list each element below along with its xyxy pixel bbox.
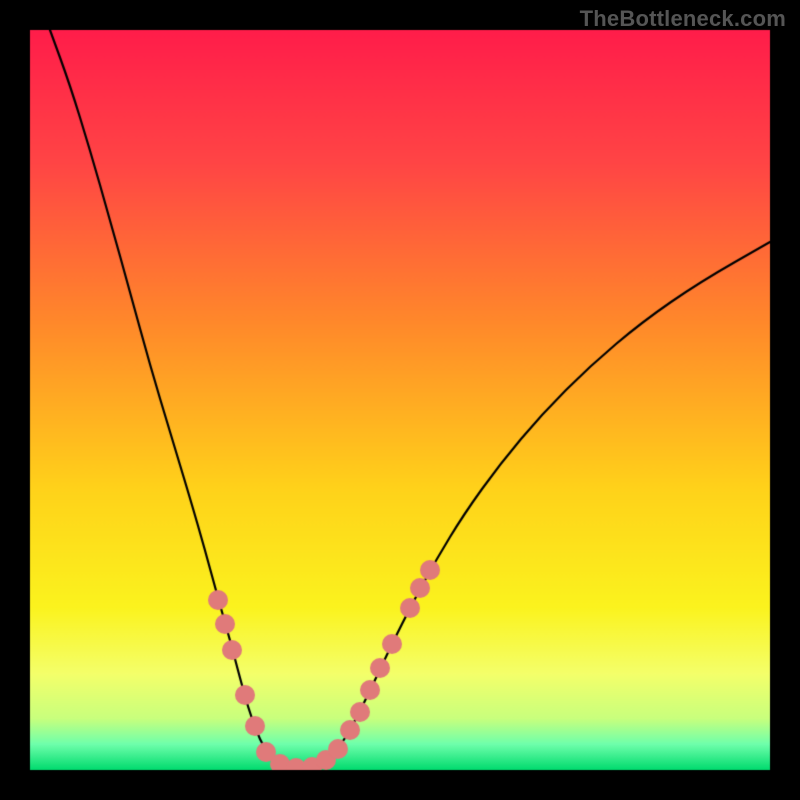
chart-stage: TheBottleneck.com [0, 0, 800, 800]
chart-canvas [0, 0, 800, 800]
watermark-text: TheBottleneck.com [580, 6, 786, 32]
